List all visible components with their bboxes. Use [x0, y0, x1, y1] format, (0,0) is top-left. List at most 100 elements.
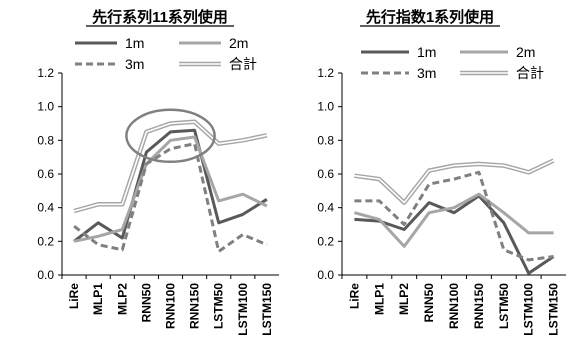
data-point-3m-LSTM150	[552, 255, 555, 258]
data-point-2m-RNN100	[453, 206, 456, 209]
data-point-2m-LSTM50	[217, 199, 220, 202]
data-point-2m-MLP1	[97, 235, 100, 238]
data-point-合計-LiRe	[73, 210, 76, 213]
data-point-合計-LSTM100	[241, 139, 244, 142]
y-tick-label: 0.0	[37, 268, 54, 282]
data-point-2m-LiRe	[353, 211, 356, 214]
data-point-3m-MLP2	[403, 223, 406, 226]
data-point-2m-RNN50	[428, 211, 431, 214]
data-point-1m-LiRe	[353, 218, 356, 221]
data-point-1m-LSTM50	[502, 221, 505, 224]
data-point-合計-RNN50	[145, 130, 148, 133]
x-tick-label: RNN50	[422, 283, 436, 323]
legend-label-3m: 3m	[417, 65, 436, 81]
data-point-2m-LiRe	[73, 240, 76, 243]
chart-panel-2: 先行指数1系列使用 0.0 0.2 0.4 0.6 0.8 1.0 1.2 LiRe MLP1 ML…	[317, 8, 566, 336]
data-point-合計-RNN50	[428, 169, 431, 172]
data-point-1m-LSTM100	[527, 272, 530, 275]
x-tick-label: MLP1	[91, 283, 105, 315]
series-line-3m	[73, 142, 268, 253]
data-point-1m-MLP2	[121, 237, 124, 240]
x-tick-label: LiRe	[347, 283, 361, 309]
data-point-合計-LSTM150	[265, 134, 268, 137]
data-point-2m-MLP2	[403, 245, 406, 248]
x-tick-label: MLP2	[115, 283, 129, 315]
data-point-3m-MLP1	[378, 199, 381, 202]
data-point-3m-LiRe	[353, 199, 356, 202]
data-point-合計-RNN150	[193, 120, 196, 123]
data-point-3m-LSTM50	[217, 250, 220, 253]
x-tick-label: RNN100	[164, 283, 178, 329]
x-tick-label: MLP1	[372, 283, 386, 315]
data-point-3m-RNN100	[453, 178, 456, 181]
data-point-合計-RNN150	[477, 162, 480, 165]
y-tick-label: 0.8	[317, 133, 334, 147]
x-tick-label: RNN100	[447, 283, 461, 329]
y-tick-label: 0.8	[37, 133, 54, 147]
series-line-3m	[354, 170, 554, 262]
data-point-2m-RNN100	[169, 139, 172, 142]
series-line-2m	[73, 135, 268, 243]
data-point-1m-RNN150	[193, 129, 196, 132]
data-point-合計-MLP1	[378, 178, 381, 181]
data-point-合計-MLP2	[403, 201, 406, 204]
data-point-2m-MLP2	[121, 228, 124, 231]
data-point-1m-RNN100	[169, 130, 172, 133]
data-point-2m-LSTM150	[552, 231, 555, 234]
x-tick-label: LSTM150	[260, 283, 274, 336]
data-point-合計-MLP1	[97, 203, 100, 206]
data-point-3m-LSTM100	[241, 233, 244, 236]
data-point-3m-LSTM50	[502, 248, 505, 251]
x-tick-label: LSTM100	[522, 283, 536, 336]
chart-title: 先行指数1系列使用	[366, 8, 494, 26]
data-point-合計-LSTM150	[552, 159, 555, 162]
y-tick-label: 0.0	[317, 268, 334, 282]
x-tick-label: LSTM100	[236, 283, 250, 336]
highlight-ellipse	[125, 108, 216, 164]
data-point-1m-LSTM150	[265, 198, 268, 201]
data-point-1m-MLP2	[403, 228, 406, 231]
legend-label-合計: 合計	[516, 65, 544, 81]
series-line-2m	[354, 192, 554, 248]
data-point-合計-LiRe	[353, 174, 356, 177]
y-tick-label: 0.6	[317, 167, 334, 181]
data-point-3m-RNN150	[193, 142, 196, 145]
data-point-3m-MLP2	[121, 248, 124, 251]
data-point-2m-LSTM150	[265, 205, 268, 208]
x-tick-label: MLP2	[397, 283, 411, 315]
data-point-3m-RNN50	[145, 162, 148, 165]
data-point-1m-RNN50	[428, 201, 431, 204]
legend-label-2m: 2m	[516, 44, 535, 60]
series-line-合計-outer	[73, 119, 268, 214]
data-point-3m-LSTM150	[265, 243, 268, 246]
y-tick-label: 0.4	[317, 201, 334, 215]
data-point-1m-RNN100	[453, 211, 456, 214]
data-point-合計-LSTM50	[217, 142, 220, 145]
data-point-2m-MLP1	[378, 218, 381, 221]
x-tick-label: LSTM50	[212, 283, 226, 329]
data-point-1m-MLP1	[97, 221, 100, 224]
y-tick-label: 1.2	[317, 66, 334, 80]
x-tick-label: LSTM50	[497, 283, 511, 329]
data-point-2m-LSTM100	[241, 193, 244, 196]
legend-label-合計: 合計	[229, 56, 257, 72]
data-point-合計-LSTM100	[527, 171, 530, 174]
data-point-1m-RNN50	[145, 151, 148, 154]
y-tick-label: 1.0	[317, 100, 334, 114]
legend-label-1m: 1m	[125, 35, 144, 51]
legend-label-3m: 3m	[125, 56, 144, 72]
data-point-1m-LSTM100	[241, 213, 244, 216]
data-point-3m-LSTM100	[527, 258, 530, 261]
data-point-2m-LSTM100	[527, 231, 530, 234]
legend-label-2m: 2m	[229, 35, 248, 51]
legend-label-1m: 1m	[417, 44, 436, 60]
x-tick-label: RNN150	[188, 283, 202, 329]
x-tick-label: RNN50	[139, 283, 153, 323]
data-point-合計-LSTM50	[502, 164, 505, 167]
data-point-3m-RNN150	[477, 171, 480, 174]
chart-title: 先行系列11系列使用	[92, 8, 228, 26]
data-point-合計-RNN100	[453, 164, 456, 167]
data-point-1m-LSTM50	[217, 221, 220, 224]
